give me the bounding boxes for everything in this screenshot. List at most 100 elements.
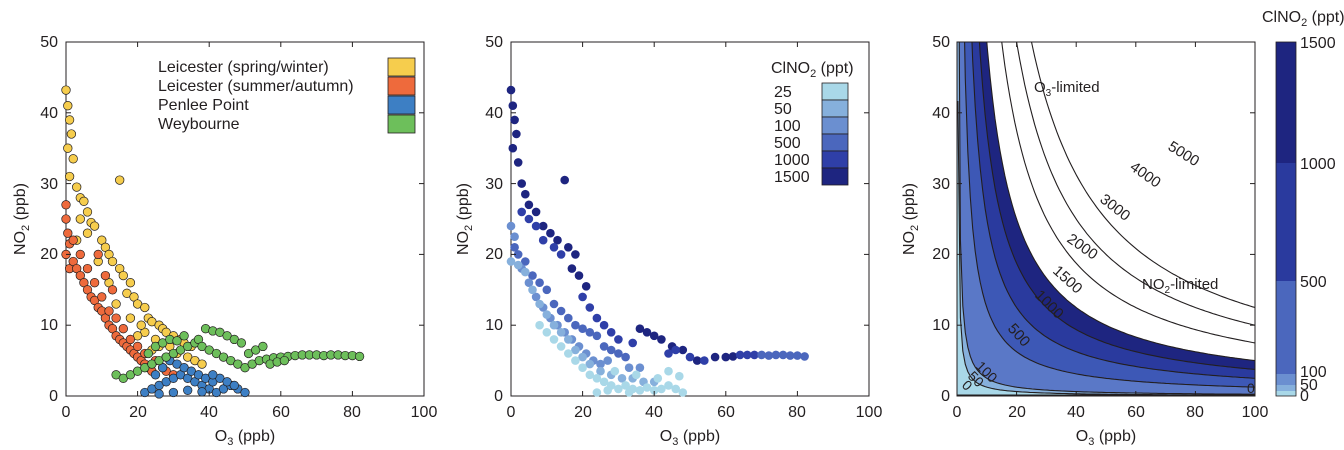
scatter-point (154, 389, 164, 399)
legend-swatch (821, 116, 849, 135)
scatter-point (508, 101, 518, 110)
scatter-point (542, 310, 552, 319)
colorbar-tick-label: 500 (1300, 274, 1327, 291)
scatter-point (571, 250, 580, 259)
scatter-point (542, 328, 552, 337)
scatter-point (279, 355, 290, 366)
plot-frame-right (956, 41, 1256, 397)
scatter-point (68, 235, 78, 245)
scatter-point (678, 345, 688, 355)
scatter-point (125, 278, 136, 288)
scatter-point (603, 386, 612, 395)
x-tick-label: 100 (411, 404, 438, 421)
legend-label: Penlee Point (158, 97, 249, 114)
x-tick-label: 20 (574, 404, 592, 421)
scatter-point (642, 383, 652, 392)
y-tick-label: 30 (40, 176, 58, 193)
scatter-point (574, 271, 584, 280)
scatter-point (68, 154, 78, 164)
scatter-point (521, 189, 530, 199)
scatter-point (143, 348, 153, 359)
scatter-point (621, 381, 630, 390)
y-tick-label: 20 (485, 246, 503, 263)
scatter-point (61, 214, 71, 224)
x-tick-label: 100 (856, 404, 883, 421)
contour-line (978, 42, 1255, 370)
scatter-point (521, 267, 530, 277)
x-tick-label: 0 (62, 404, 71, 421)
y-tick-label: 50 (485, 34, 503, 51)
y-tick-label: 0 (49, 388, 58, 405)
scatter-point (528, 285, 537, 295)
scatter-point (197, 387, 207, 397)
scatter-point (208, 370, 218, 380)
scatter-point (140, 302, 150, 313)
scatter-point (675, 371, 684, 381)
contour-line (1001, 42, 1255, 344)
y-tick-label: 10 (485, 317, 503, 334)
scatter-point (617, 374, 627, 383)
scatter-point (560, 175, 569, 185)
scatter-point (97, 292, 107, 302)
scatter-point (183, 385, 193, 395)
scatter-point (564, 243, 573, 252)
scatter-point (571, 345, 580, 355)
scatter-point (531, 221, 541, 231)
scatter-point (72, 182, 82, 192)
scatter-point (64, 115, 75, 125)
scatter-point (506, 221, 516, 231)
scatter-point (610, 366, 620, 376)
scatter-point (578, 324, 587, 334)
scatter-point (82, 207, 93, 217)
contour-fills (957, 42, 1255, 396)
scatter-point (578, 292, 587, 302)
legend-swatch (387, 76, 416, 96)
legend-swatch (387, 57, 416, 77)
scatter-point (517, 207, 526, 217)
scatter-point (75, 249, 85, 260)
legend-swatch (821, 167, 849, 186)
contour-line (971, 42, 1255, 379)
scatter-point (585, 370, 595, 380)
legend-label: 1000 (774, 152, 810, 169)
x-tick-label: 0 (953, 404, 962, 421)
legend-label: Weybourne (158, 116, 240, 133)
x-axis-title: O3 (ppb) (215, 428, 275, 448)
contour-line (958, 42, 1255, 395)
scatter-point (642, 328, 652, 337)
y-tick-label: 30 (932, 176, 950, 193)
y-tick-label: 30 (485, 176, 503, 193)
contour-line (957, 100, 1255, 396)
plot-frame-middle (510, 41, 870, 397)
colorbar-segment (1276, 391, 1296, 396)
scatter-point (764, 351, 774, 360)
scatter-point (229, 380, 239, 391)
scatter-point (556, 306, 566, 316)
scatter-point (538, 221, 548, 231)
scatter-point (549, 320, 559, 330)
scatter-point (664, 349, 673, 358)
scatter-point (624, 388, 634, 397)
scatter-point (524, 214, 534, 224)
y-axis-title: NO2 (ppb) (455, 183, 475, 255)
scatter-point (531, 292, 541, 302)
scatter-point (578, 352, 587, 362)
scatter-point (743, 350, 752, 360)
colorbar-segment (1276, 163, 1296, 281)
scatter-point (111, 299, 121, 309)
y-axis-title: NO2 (ppb) (901, 183, 921, 255)
scatter-point (535, 299, 544, 309)
scatter-point (664, 381, 673, 390)
scatter-point (549, 243, 559, 252)
scatter-point (664, 366, 673, 376)
scatter-point (578, 363, 587, 373)
scatter-point (118, 270, 128, 281)
scatter-point (567, 264, 577, 273)
colorbar: ClNO2 (ppt) 1500 1000 500 100 50 0 (1262, 9, 1344, 405)
scatter-point (531, 207, 541, 217)
legend-swatch (821, 150, 849, 169)
scatter-point (354, 351, 365, 362)
scatter-point (599, 342, 609, 351)
legend-label: 100 (774, 118, 801, 135)
scatter-point (125, 313, 136, 323)
